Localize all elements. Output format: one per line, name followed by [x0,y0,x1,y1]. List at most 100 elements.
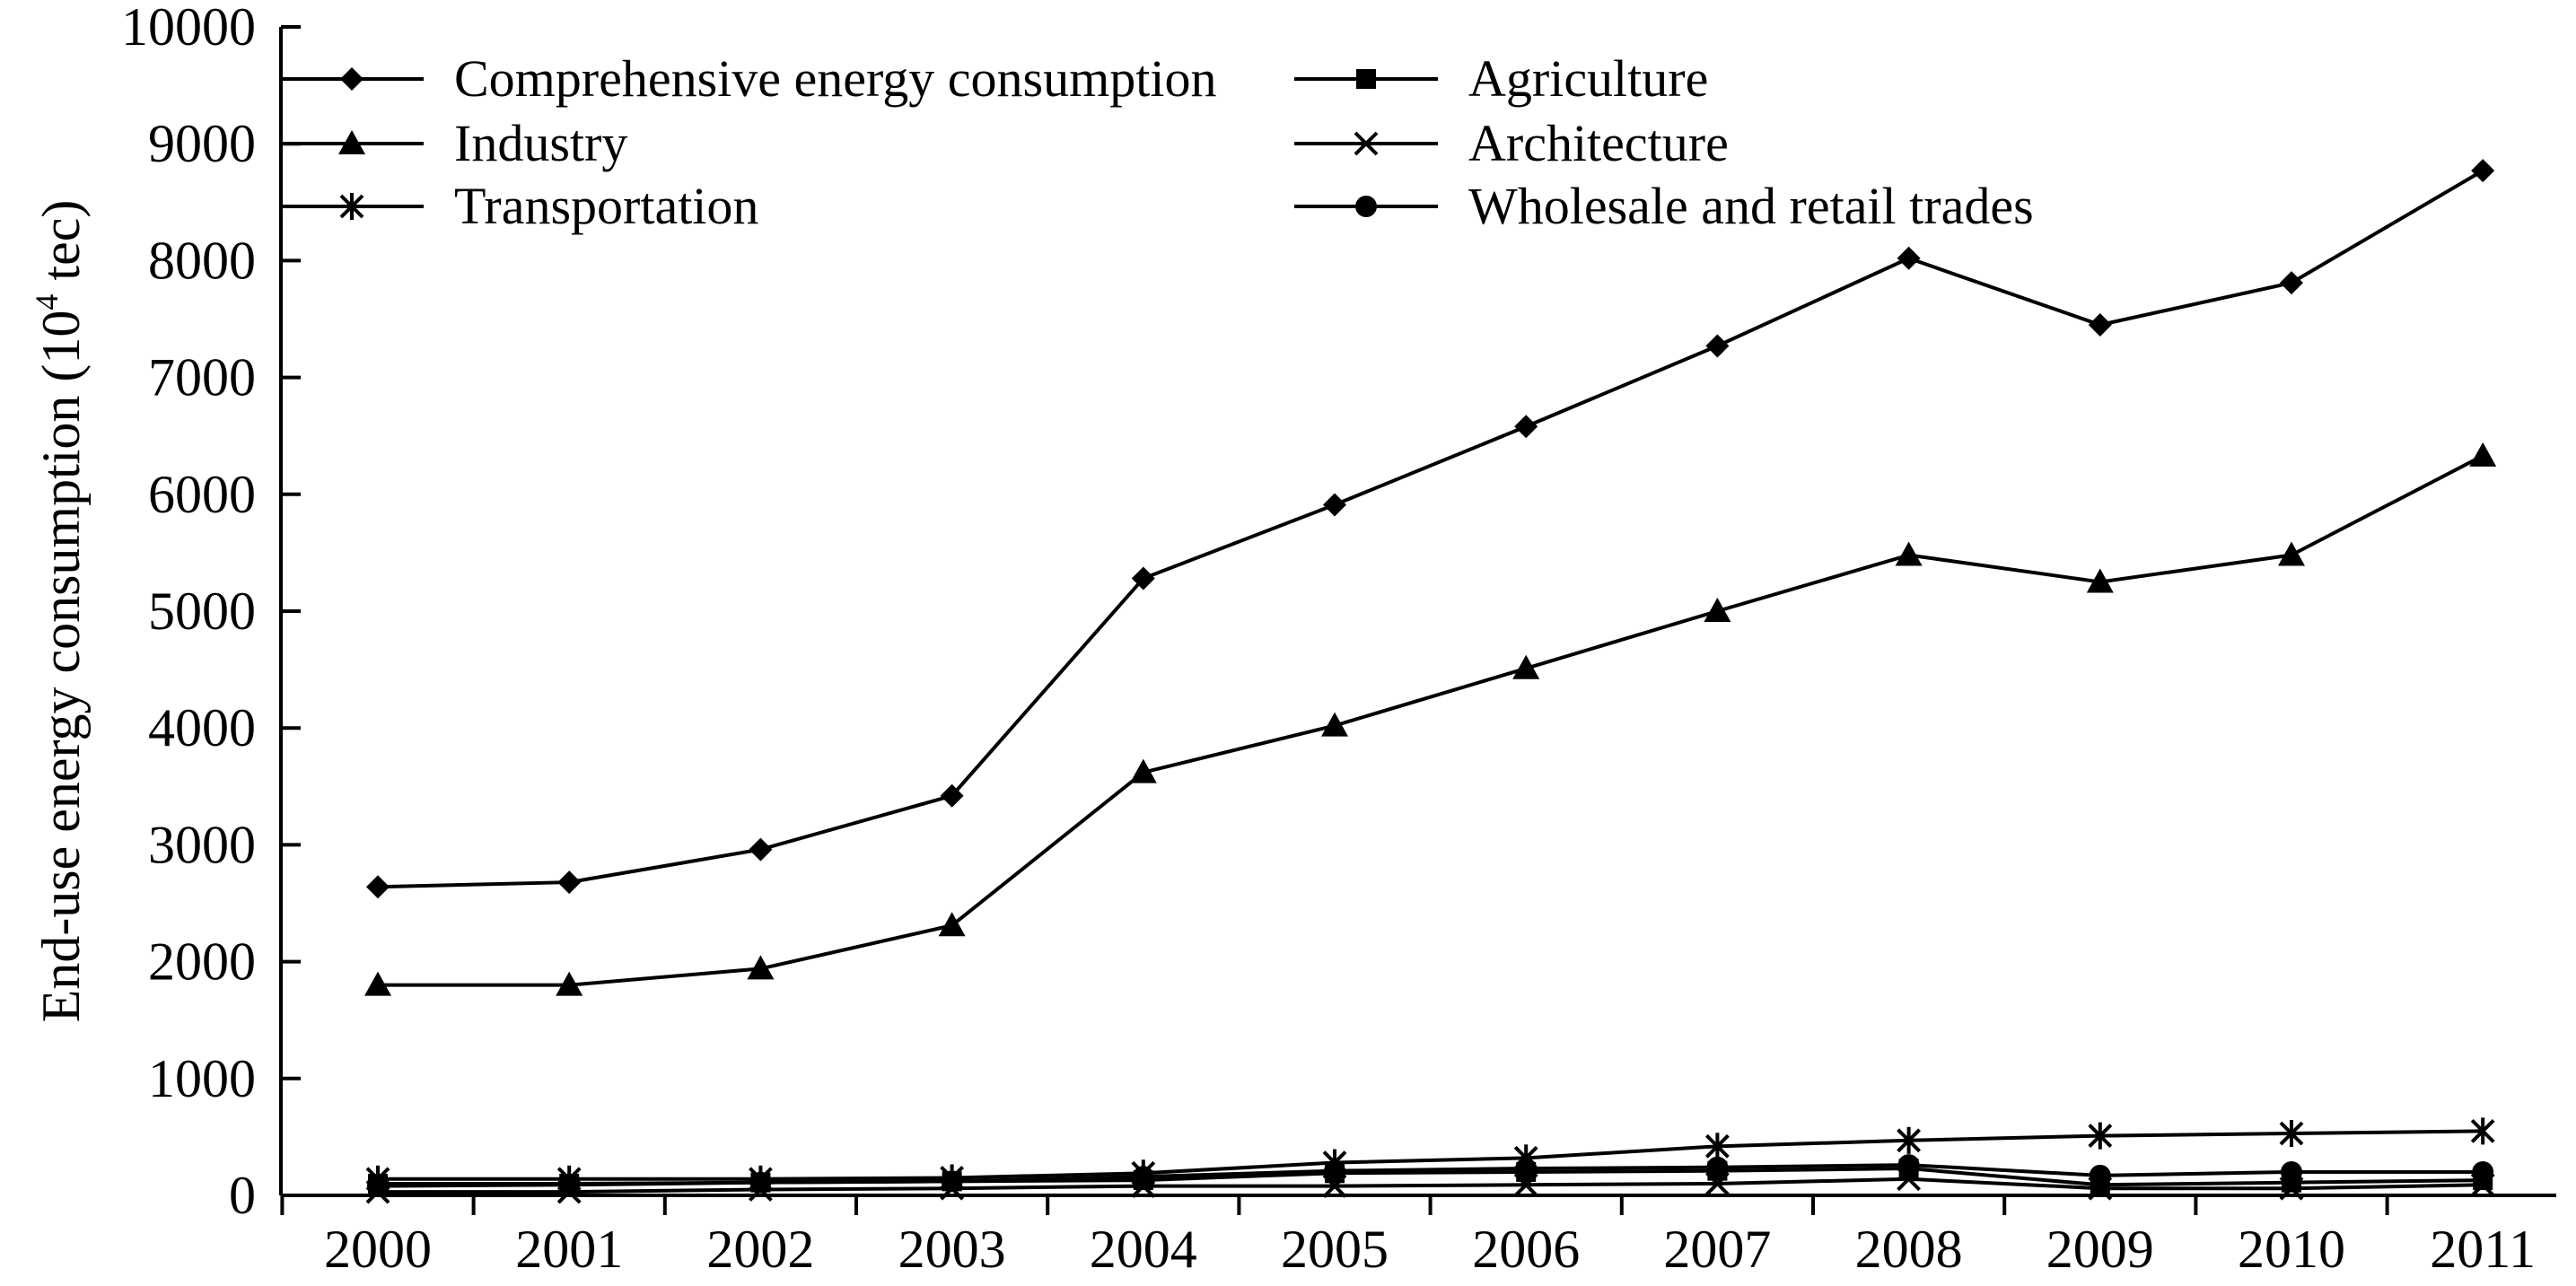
series-layer [364,159,2497,1204]
data-point-comprehensive-energy-consumption [366,875,390,899]
data-point-industry [2086,568,2114,593]
data-point-industry [938,912,966,937]
legend-item-agriculture: Agriculture [1294,49,1708,108]
y-tick-label: 5000 [148,582,256,641]
x-ticks: 2000 2001 2002 2003 2004 2005 2006 2007 2008 2009… [280,1195,2536,1279]
data-point-transportation [1704,1133,1730,1160]
data-point-industry [2469,442,2497,467]
series-line-comprehensive-energy-consumption [377,169,2484,889]
legend-label: Comprehensive energy consumption [454,49,1216,108]
x-tick-label: 2001 [515,1220,623,1279]
series-line-architecture [378,1177,2484,1194]
data-point-wholesale-and-retail-trades [2089,1164,2111,1186]
data-point-architecture [1513,1172,1538,1197]
y-tick-label: 8000 [148,231,256,290]
x-tick-label: 2009 [2046,1220,2154,1279]
legend-marker-comprehensive-energy-consumption [340,67,364,91]
data-point-industry [2278,541,2305,566]
data-point-wholesale-and-retail-trades [749,1171,772,1194]
data-point-comprehensive-energy-consumption [1131,566,1155,591]
data-point-comprehensive-energy-consumption [1705,334,1730,358]
legend-label: Industry [454,114,627,172]
data-point-comprehensive-energy-consumption [1323,493,1346,517]
y-tick-label: 2000 [148,932,256,992]
y-tick-label: 7000 [148,348,256,407]
data-point-transportation [1897,1126,1922,1154]
data-point-wholesale-and-retail-trades [558,1174,581,1196]
x-tick-label: 2011 [2430,1220,2536,1279]
y-tick-label: 0 [229,1166,256,1225]
y-tick-label: 9000 [148,114,256,173]
data-point-wholesale-and-retail-trades [941,1170,963,1193]
legend-item-transportation: Transportation [280,177,758,235]
legend-item-wholesale-and-retail-trades: Wholesale and retail trades [1294,177,2034,235]
data-point-industry [1895,541,1923,566]
data-point-comprehensive-energy-consumption [749,837,773,862]
legend-label: Agriculture [1468,49,1708,108]
series-line-industry [378,454,2484,987]
data-point-industry [747,955,775,980]
data-point-industry [1129,758,1157,783]
x-tick-label: 2006 [1472,1220,1580,1279]
series-line-wholesale-and-retail-trades [377,1163,2484,1188]
axes: 0 1000 2000 3000 4000 5000 6000 7000 8000 9000 100… [121,0,2556,1279]
x-tick-label: 2003 [898,1220,1006,1279]
data-point-industry [1704,598,1731,622]
x-tick-label: 2005 [1281,1220,1389,1279]
legend: Comprehensive energy consumption Agricult… [280,49,2034,235]
data-point-transportation [2470,1117,2495,1145]
data-point-comprehensive-energy-consumption [1897,246,1921,270]
data-point-comprehensive-energy-consumption [940,783,964,808]
legend-item-comprehensive-energy-consumption: Comprehensive energy consumption [280,49,1216,108]
data-point-wholesale-and-retail-trades [1132,1166,1154,1188]
series-wholesale-and-retail-trades [367,1154,2494,1197]
y-axis-title: End-use energy consumption (104 tec) [29,200,91,1023]
data-point-wholesale-and-retail-trades [2472,1160,2494,1183]
data-point-industry [1512,654,1540,679]
y-ticks: 0 1000 2000 3000 4000 5000 6000 7000 8000 9000 100… [121,0,301,1225]
x-tick-label: 2002 [706,1220,814,1279]
data-point-architecture [2279,1176,2304,1201]
data-point-comprehensive-energy-consumption [2088,313,2112,337]
x-tick-label: 2004 [1090,1220,1197,1279]
legend-marker-agriculture [1356,69,1376,89]
data-point-transportation [2088,1122,2113,1150]
y-axis-title-suffix: tec) [31,200,91,294]
y-tick-label: 4000 [148,698,256,757]
data-point-comprehensive-energy-consumption [557,870,582,895]
legend-marker-industry [338,130,365,154]
legend-marker-wholesale-and-retail-trades [1355,196,1377,217]
series-line-transportation [378,1129,2484,1181]
data-point-comprehensive-energy-consumption [2471,159,2495,183]
x-tick-label: 2010 [2238,1220,2345,1279]
data-point-wholesale-and-retail-trades [1515,1158,1538,1180]
data-point-wholesale-and-retail-trades [1324,1159,1345,1182]
data-point-wholesale-and-retail-trades [1706,1156,1729,1178]
data-point-wholesale-and-retail-trades [1897,1154,1920,1177]
y-tick-label: 3000 [148,815,256,874]
legend-marker-architecture [1354,131,1379,156]
legend-label: Wholesale and retail trades [1468,177,2034,235]
data-point-wholesale-and-retail-trades [2281,1160,2302,1183]
legend-label: Transportation [454,177,758,235]
data-point-comprehensive-energy-consumption [2280,271,2303,295]
data-point-comprehensive-energy-consumption [1514,415,1538,439]
x-tick-label: 2000 [324,1220,432,1279]
legend-item-industry: Industry [280,114,627,172]
data-point-architecture [1704,1171,1730,1196]
y-axis-title-main: End-use energy consumption (10 [31,311,91,1023]
y-tick-label: 6000 [148,465,256,524]
y-tick-label: 10000 [121,0,256,57]
data-point-wholesale-and-retail-trades [367,1175,389,1197]
y-tick-label: 1000 [148,1049,256,1108]
series-industry [364,442,2497,996]
data-point-industry [364,971,391,996]
legend-marker-transportation [339,193,364,220]
data-point-industry [1321,712,1348,737]
data-point-industry [556,971,583,996]
y-axis-title-superscript: 4 [29,294,65,311]
x-tick-label: 2007 [1663,1220,1771,1279]
legend-label: Architecture [1468,114,1729,172]
series-comprehensive-energy-consumption [366,159,2495,899]
